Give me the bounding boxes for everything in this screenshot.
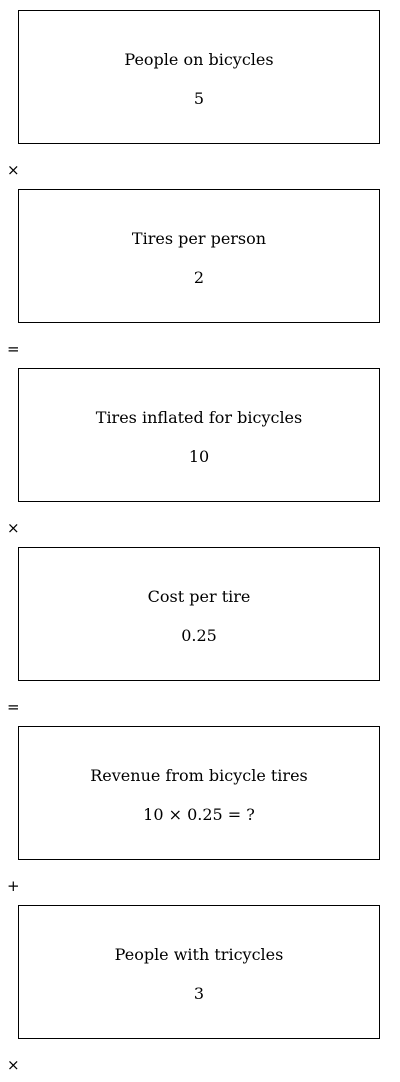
step-box-revenue-from-bicycle-tires: Revenue from bicycle tires 10 × 0.25 = ?	[18, 726, 380, 860]
step-label: People on bicycles	[19, 51, 379, 69]
step-box-tires-per-person: Tires per person 2	[18, 189, 380, 323]
step-box-cost-per-tire: Cost per tire 0.25	[18, 547, 380, 681]
step-box-people-with-tricycles: People with tricycles 3	[18, 905, 380, 1039]
multiply-operator: ×	[7, 1057, 20, 1073]
step-label: Tires per person	[19, 230, 379, 248]
step-box-people-on-bicycles: People on bicycles 5	[18, 10, 380, 144]
equals-operator: =	[7, 341, 20, 357]
step-value: 0.25	[19, 627, 379, 645]
step-box-tires-inflated-for-bicycles: Tires inflated for bicycles 10	[18, 368, 380, 502]
plus-operator: +	[7, 878, 20, 894]
step-label: Cost per tire	[19, 588, 379, 606]
multiply-operator: ×	[7, 162, 20, 178]
step-value: 3	[19, 985, 379, 1003]
step-label: Tires inflated for bicycles	[19, 409, 379, 427]
step-value: 2	[19, 269, 379, 287]
step-label: Revenue from bicycle tires	[19, 767, 379, 785]
step-value: 10	[19, 448, 379, 466]
multiply-operator: ×	[7, 520, 20, 536]
equals-operator: =	[7, 699, 20, 715]
step-label: People with tricycles	[19, 946, 379, 964]
step-value: 5	[19, 90, 379, 108]
step-value: 10 × 0.25 = ?	[19, 806, 379, 824]
